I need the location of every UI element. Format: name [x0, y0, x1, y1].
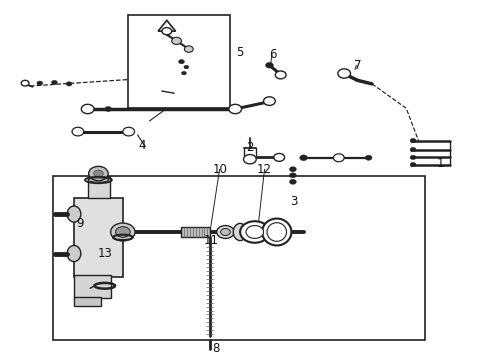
Circle shape — [162, 28, 172, 35]
Circle shape — [116, 226, 130, 237]
Circle shape — [274, 153, 285, 161]
Circle shape — [333, 154, 344, 162]
Bar — [53, 176, 425, 339]
Text: 13: 13 — [98, 247, 112, 260]
Circle shape — [244, 154, 256, 164]
Circle shape — [246, 226, 264, 238]
Text: 4: 4 — [139, 139, 146, 152]
Text: 5: 5 — [237, 46, 244, 59]
Ellipse shape — [67, 246, 81, 262]
Circle shape — [220, 228, 230, 235]
Circle shape — [21, 80, 29, 86]
Text: 7: 7 — [354, 59, 361, 72]
Circle shape — [410, 147, 416, 152]
Ellipse shape — [233, 224, 247, 240]
Circle shape — [275, 71, 286, 79]
Text: 3: 3 — [290, 195, 297, 208]
Circle shape — [178, 59, 184, 64]
Circle shape — [37, 81, 43, 85]
Bar — [88, 176, 110, 198]
Text: 9: 9 — [76, 216, 84, 230]
Circle shape — [111, 223, 135, 241]
Bar — [74, 297, 101, 306]
Bar — [74, 198, 123, 277]
Ellipse shape — [67, 206, 81, 222]
Bar — [128, 15, 230, 108]
Circle shape — [81, 104, 94, 114]
Circle shape — [123, 127, 135, 136]
Circle shape — [290, 173, 296, 178]
Circle shape — [105, 107, 112, 112]
Circle shape — [338, 69, 350, 78]
Circle shape — [264, 97, 275, 105]
Circle shape — [172, 37, 181, 44]
Circle shape — [300, 155, 308, 161]
Circle shape — [72, 127, 84, 136]
Text: 2: 2 — [246, 141, 254, 154]
Text: 10: 10 — [213, 163, 228, 176]
Circle shape — [290, 167, 296, 172]
Text: 12: 12 — [257, 163, 272, 176]
Text: 6: 6 — [270, 48, 277, 61]
Circle shape — [51, 80, 57, 85]
Circle shape — [89, 166, 108, 181]
Circle shape — [266, 62, 273, 68]
Circle shape — [94, 170, 103, 177]
Circle shape — [184, 46, 193, 52]
Text: 8: 8 — [212, 342, 220, 355]
Circle shape — [181, 71, 186, 75]
Text: 1: 1 — [437, 157, 444, 170]
Text: 11: 11 — [203, 234, 219, 247]
Circle shape — [410, 155, 416, 159]
Circle shape — [410, 138, 416, 143]
Circle shape — [410, 162, 416, 167]
Circle shape — [229, 104, 242, 114]
Circle shape — [290, 179, 296, 184]
Bar — [181, 227, 210, 237]
Circle shape — [217, 226, 234, 238]
Circle shape — [365, 155, 372, 160]
Circle shape — [66, 82, 72, 86]
Bar — [74, 275, 111, 298]
Ellipse shape — [262, 219, 292, 246]
Circle shape — [240, 221, 270, 243]
Circle shape — [184, 65, 189, 69]
